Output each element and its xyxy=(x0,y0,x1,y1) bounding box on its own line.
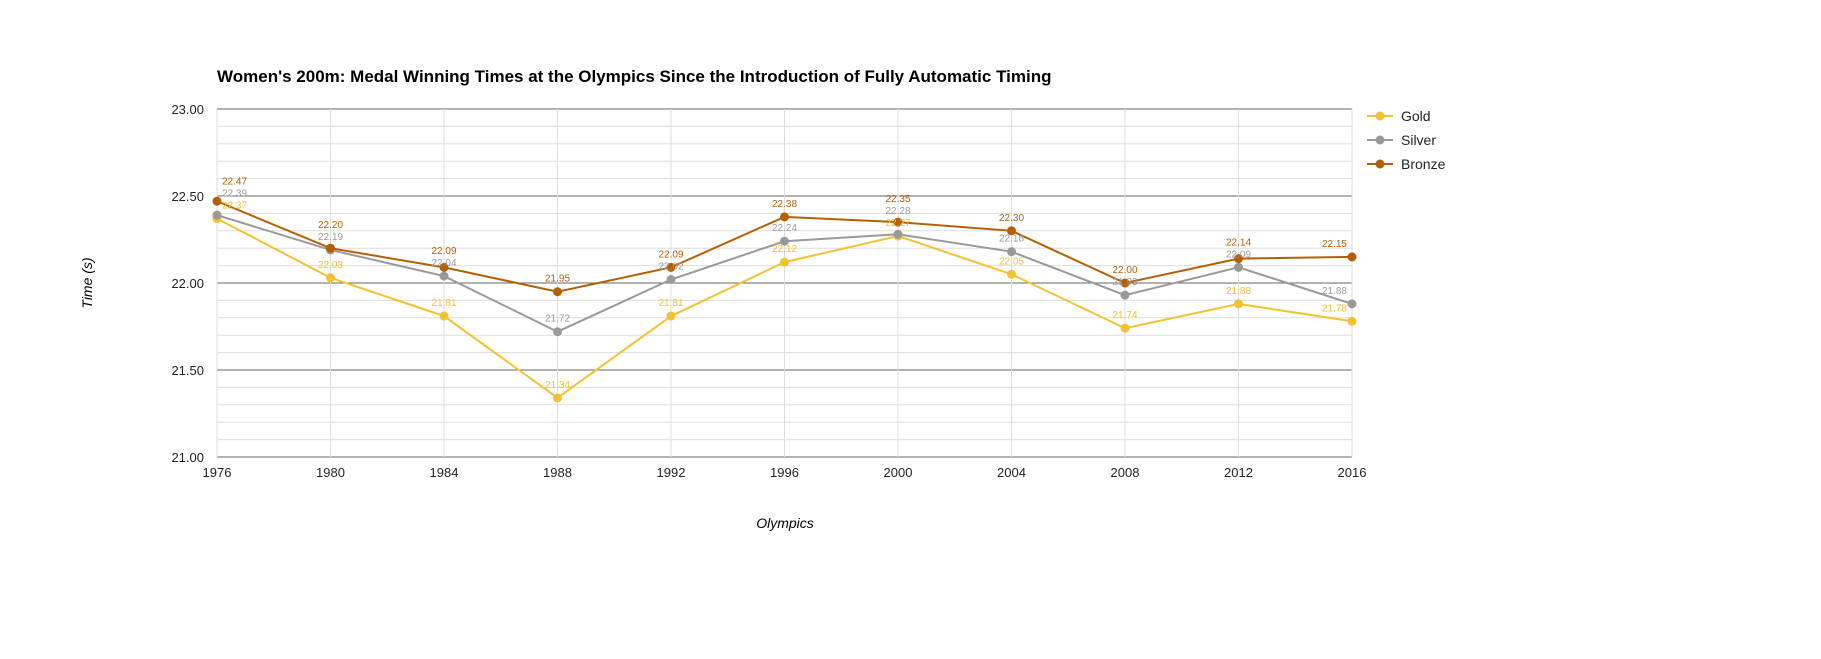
data-label-bronze: 22.00 xyxy=(1112,265,1137,276)
x-tick-label: 1992 xyxy=(657,465,686,480)
data-label-silver: 22.02 xyxy=(658,262,683,273)
y-tick-label: 23.00 xyxy=(171,102,204,117)
y-tick-label: 22.00 xyxy=(171,276,204,291)
data-label-gold: 22.27 xyxy=(885,218,910,229)
x-tick-label: 2016 xyxy=(1338,465,1367,480)
data-label-gold: 22.03 xyxy=(318,260,343,271)
x-tick-label: 2008 xyxy=(1111,465,1140,480)
data-label-gold: 21.78 xyxy=(1322,303,1347,314)
chart-title: Women's 200m: Medal Winning Times at the… xyxy=(217,67,1051,86)
x-tick-label: 1980 xyxy=(316,465,345,480)
data-label-gold: 21.81 xyxy=(658,298,683,309)
data-label-silver: 22.28 xyxy=(885,206,910,217)
data-point-bronze xyxy=(893,217,903,227)
legend-label-bronze: Bronze xyxy=(1401,156,1446,172)
data-point-bronze xyxy=(780,212,789,222)
x-tick-label: 1996 xyxy=(770,465,799,480)
data-label-silver: 22.18 xyxy=(999,234,1024,245)
x-axis-label: Olympics xyxy=(756,515,814,531)
data-label-bronze: 21.95 xyxy=(545,274,570,285)
data-label-silver: 22.39 xyxy=(222,189,247,200)
data-point-bronze xyxy=(1234,254,1243,264)
data-point-bronze xyxy=(553,287,562,297)
data-point-silver xyxy=(212,210,222,220)
data-point-silver xyxy=(553,327,562,337)
x-tick-label: 2004 xyxy=(997,465,1026,480)
legend-label-gold: Gold xyxy=(1401,108,1431,124)
data-label-bronze: 22.20 xyxy=(318,220,343,231)
data-point-silver xyxy=(1347,299,1357,309)
data-point-bronze xyxy=(1347,252,1357,262)
x-tick-label: 1988 xyxy=(543,465,572,480)
data-label-bronze: 22.09 xyxy=(431,246,456,257)
data-label-bronze: 22.30 xyxy=(999,213,1024,224)
data-label-gold: 21.88 xyxy=(1226,286,1251,297)
data-point-silver xyxy=(780,236,789,246)
data-point-silver xyxy=(666,275,676,285)
data-point-bronze xyxy=(439,262,449,272)
data-point-gold xyxy=(666,311,676,321)
data-label-gold: 22.37 xyxy=(222,201,247,212)
data-point-gold xyxy=(780,257,789,267)
legend-marker-bronze xyxy=(1375,159,1385,169)
data-label-gold: 21.81 xyxy=(431,298,456,309)
data-point-bronze xyxy=(1120,278,1130,288)
data-label-bronze: 22.15 xyxy=(1322,239,1347,250)
data-label-bronze: 22.35 xyxy=(885,194,910,205)
x-tick-label: 2000 xyxy=(884,465,913,480)
data-label-bronze: 22.14 xyxy=(1226,237,1251,248)
data-point-bronze xyxy=(666,262,676,272)
legend-label-silver: Silver xyxy=(1401,132,1436,148)
data-label-silver: 22.24 xyxy=(772,223,797,234)
data-point-bronze xyxy=(326,243,335,253)
data-point-gold xyxy=(439,311,449,321)
data-label-gold: 21.74 xyxy=(1112,310,1137,321)
y-tick-label: 21.50 xyxy=(171,363,204,378)
data-label-silver: 21.93 xyxy=(1112,277,1137,288)
data-point-gold xyxy=(1007,269,1016,279)
data-label-bronze: 22.09 xyxy=(658,249,683,260)
data-point-gold xyxy=(326,273,335,283)
legend-marker-gold xyxy=(1375,111,1385,121)
y-axis-label: Time (s) xyxy=(79,257,95,308)
data-point-silver xyxy=(1120,290,1130,300)
data-point-bronze xyxy=(212,196,222,206)
data-point-gold xyxy=(1234,299,1243,309)
data-label-silver: 22.09 xyxy=(1226,249,1251,260)
y-tick-label: 22.50 xyxy=(171,189,204,204)
y-tick-label: 21.00 xyxy=(171,450,204,465)
data-point-silver xyxy=(1234,262,1243,272)
data-label-gold: 21.34 xyxy=(545,380,570,391)
data-point-silver xyxy=(893,229,903,239)
x-tick-label: 1984 xyxy=(430,465,459,480)
data-point-silver xyxy=(1007,247,1016,257)
data-point-bronze xyxy=(1007,226,1016,236)
data-point-gold xyxy=(553,393,562,403)
legend-marker-silver xyxy=(1375,135,1385,145)
data-label-silver: 22.19 xyxy=(318,232,343,243)
data-label-gold: 22.12 xyxy=(772,244,797,255)
data-point-silver xyxy=(439,271,449,281)
x-tick-label: 2012 xyxy=(1224,465,1253,480)
data-label-bronze: 22.38 xyxy=(772,199,797,210)
data-label-silver: 21.88 xyxy=(1322,286,1347,297)
data-label-bronze: 22.47 xyxy=(222,177,247,188)
data-label-gold: 22.05 xyxy=(999,256,1024,267)
data-label-silver: 21.72 xyxy=(545,314,570,325)
data-point-gold xyxy=(1347,316,1357,326)
data-label-silver: 22.04 xyxy=(431,258,456,269)
data-point-gold xyxy=(1120,323,1130,333)
x-tick-label: 1976 xyxy=(203,465,232,480)
